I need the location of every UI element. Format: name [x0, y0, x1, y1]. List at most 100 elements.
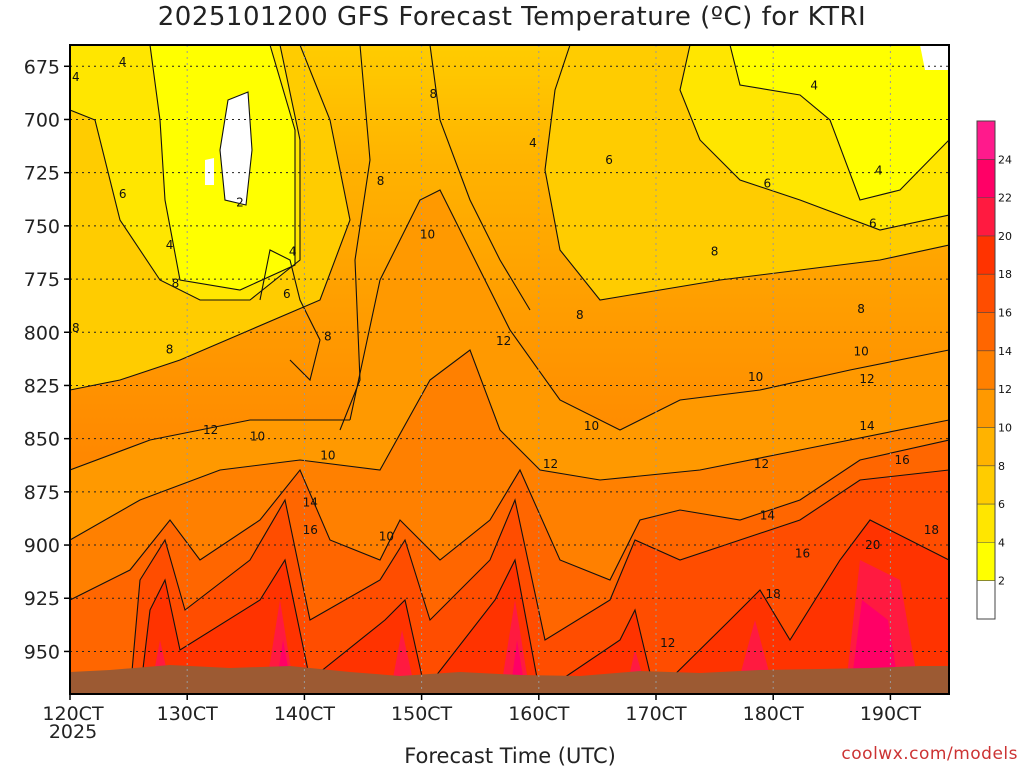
y-tick-label: 800 [24, 322, 60, 344]
terrain [70, 665, 949, 694]
contour-label: 14 [859, 419, 874, 433]
colorbar-swatch [977, 542, 995, 581]
colorbar-swatch [977, 427, 995, 466]
contour-label: 6 [283, 287, 291, 301]
x-tick-label: 130CT [157, 703, 219, 725]
contour-label: 8 [324, 330, 332, 344]
contour-label: 12 [543, 457, 558, 471]
colorbar-swatch [977, 580, 995, 619]
contour-label: 20 [865, 538, 880, 552]
colorbar-label: 14 [998, 345, 1012, 358]
colorbar-swatch [977, 312, 995, 351]
colorbar-label: 4 [998, 536, 1005, 549]
contour-label: 18 [766, 587, 781, 601]
contour-label: 16 [795, 547, 810, 561]
contour-label: 10 [584, 419, 599, 433]
contour-label: 12 [496, 334, 511, 348]
contour-label: 12 [203, 423, 218, 437]
colorbar-swatch [977, 197, 995, 236]
colorbar-label: 12 [998, 383, 1012, 396]
credit-text: coolwx.com/models [841, 744, 1018, 764]
contour-label: 10 [748, 370, 763, 384]
region-below-2-upper-right [920, 45, 949, 70]
contour-label: 8 [172, 276, 180, 290]
contour-label: 10 [320, 449, 335, 463]
colorbar-label: 8 [998, 460, 1005, 473]
y-tick-label: 850 [24, 429, 60, 451]
y-tick-label: 825 [24, 375, 60, 397]
contour-label: 4 [810, 78, 818, 92]
colorbar-label: 10 [998, 421, 1012, 434]
region-18-20 [140, 520, 949, 694]
colorbar-frame [976, 120, 996, 620]
colorbar-swatch [977, 159, 995, 198]
temperature-field [70, 45, 949, 694]
colorbar-label: 16 [998, 307, 1012, 320]
contour-labels: 4 4 6 8 8 10 8 12 4 2 4 6 8 10 14 16 8 8 10 12 10 4 6 12 8 10 6 4 8 1… [72, 55, 939, 650]
contour-label: 10 [250, 430, 265, 444]
x-tick-label: 170CT [625, 703, 687, 725]
contour-label: 12 [754, 457, 769, 471]
chart-title: 2025101200 GFS Forecast Temperature (ºC)… [157, 2, 867, 32]
contour-label: 14 [303, 495, 318, 509]
contour-label: 8 [72, 321, 80, 335]
x-axis-label: Forecast Time (UTC) [404, 744, 616, 768]
region-2-4-upper-right [730, 45, 949, 200]
contour-label: 16 [303, 523, 318, 537]
contour-label: 4 [529, 136, 537, 150]
y-tick-label: 925 [24, 588, 60, 610]
colorbar-swatch [977, 350, 995, 390]
colorbar-swatch [977, 465, 995, 505]
contour-label: 4 [72, 70, 80, 84]
x-tick-label: 160CT [508, 703, 570, 725]
region-below-2-small [205, 158, 214, 185]
contour-label: 14 [760, 508, 775, 522]
grid-lines [70, 45, 949, 694]
colorbar-label: 22 [998, 192, 1012, 205]
contour-label: 2 [236, 195, 244, 209]
colorbar-swatch [977, 235, 995, 275]
plot-frame [69, 44, 950, 695]
x-tick-label: 180CT [743, 703, 805, 725]
contour-label: 18 [924, 523, 939, 537]
y-tick-label: 700 [24, 109, 60, 131]
region-below-2-upper-left [220, 92, 252, 205]
colorbar-label: 20 [998, 230, 1012, 243]
x-tick-label: 150CT [391, 703, 453, 725]
contour-label: 10 [420, 227, 435, 241]
contour-label: 8 [377, 174, 385, 188]
contour-label: 8 [711, 244, 719, 258]
contour-label: 6 [605, 153, 613, 167]
contour-label: 6 [869, 217, 877, 231]
y-tick-label: 750 [24, 216, 60, 238]
y-tick-label: 675 [24, 56, 60, 78]
y-tick-label: 775 [24, 269, 60, 291]
colorbar-label: 18 [998, 268, 1012, 281]
colorbar-swatch [977, 389, 995, 428]
contour-label: 12 [859, 372, 874, 386]
y-tick-label: 900 [24, 535, 60, 557]
contour-label: 4 [875, 164, 883, 178]
contour-lines [70, 45, 949, 694]
y-tick-label: 950 [24, 641, 60, 663]
contour-label: 4 [289, 244, 297, 258]
contour-label: 8 [576, 308, 584, 322]
colorbar-swatch [977, 121, 995, 160]
x-tick-label: 190CT [860, 703, 922, 725]
contour-label: 6 [119, 187, 127, 201]
y-tick-label: 725 [24, 163, 60, 185]
contour-label: 16 [894, 453, 909, 467]
colorbar-swatch [977, 274, 995, 313]
colorbar-label: 6 [998, 498, 1005, 511]
contour-label: 8 [429, 87, 437, 101]
contour-label: 10 [379, 530, 394, 544]
contour-label: 10 [853, 344, 868, 358]
colorbar-label: 24 [998, 153, 1012, 166]
y-tick-label: 875 [24, 482, 60, 504]
contour-label: 4 [119, 55, 127, 69]
x-tick-label: 140CT [274, 703, 336, 725]
contour-label: 4 [166, 238, 174, 252]
